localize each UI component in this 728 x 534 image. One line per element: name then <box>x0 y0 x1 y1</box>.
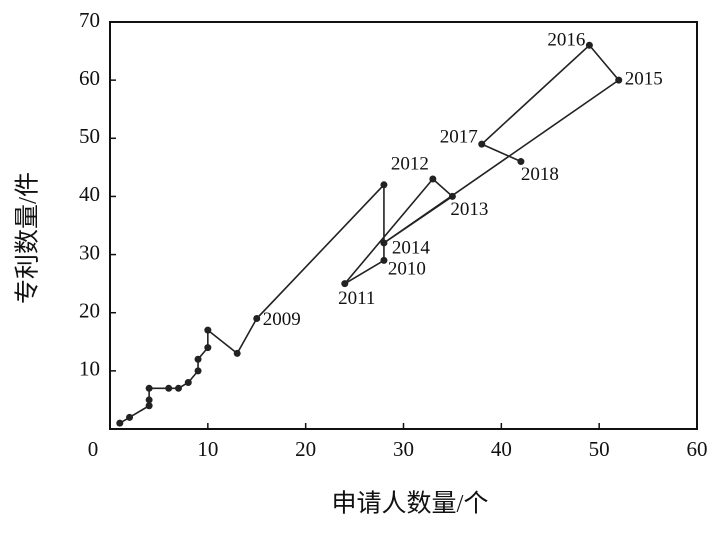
x-tick-label: 30 <box>393 437 414 461</box>
point-label: 2016 <box>547 30 585 51</box>
point <box>204 326 212 334</box>
y-tick-label: 40 <box>79 182 100 206</box>
point <box>253 315 261 323</box>
point <box>204 344 212 352</box>
x-tick-label: 40 <box>491 437 512 461</box>
point <box>380 239 388 247</box>
point-label: 2018 <box>521 164 559 185</box>
point <box>429 175 437 183</box>
point <box>174 384 182 392</box>
point <box>380 181 388 189</box>
x-tick-label: 20 <box>295 437 316 461</box>
point-label: 2015 <box>625 69 663 90</box>
y-tick-label: 30 <box>79 240 100 264</box>
point-label: 2014 <box>392 237 431 258</box>
point <box>126 413 134 421</box>
point <box>145 402 153 410</box>
y-tick-label: 20 <box>79 299 100 323</box>
y-tick-label: 70 <box>79 8 100 32</box>
x-tick-label: 10 <box>197 437 218 461</box>
connecting-line <box>119 44 620 424</box>
point <box>145 396 153 404</box>
point-label: 2012 <box>391 153 429 174</box>
point-label: 2010 <box>388 259 426 280</box>
x-tick-label: 60 <box>687 437 708 461</box>
point <box>448 192 456 200</box>
point-label: 2011 <box>338 288 375 309</box>
point <box>116 419 124 427</box>
point <box>615 76 623 84</box>
point <box>165 384 173 392</box>
y-axis-title: 专利数量/件 <box>14 172 42 304</box>
point <box>194 367 202 375</box>
x-axis-title: 申请人数量/个 <box>332 490 489 518</box>
x-tick-label: 0 <box>88 437 99 461</box>
point <box>585 41 593 49</box>
y-tick-label: 10 <box>79 357 100 381</box>
y-tick-label: 60 <box>79 66 100 90</box>
y-tick-label: 50 <box>79 124 100 148</box>
point <box>145 384 153 392</box>
x-tick-label: 50 <box>589 437 610 461</box>
point-label: 2017 <box>440 126 478 147</box>
point <box>517 158 525 166</box>
point <box>478 140 486 148</box>
point <box>341 280 349 288</box>
point <box>194 355 202 363</box>
point-label: 2013 <box>450 199 488 220</box>
point <box>233 349 241 357</box>
point-label: 2009 <box>263 309 301 330</box>
point <box>380 256 388 264</box>
point <box>184 378 192 386</box>
